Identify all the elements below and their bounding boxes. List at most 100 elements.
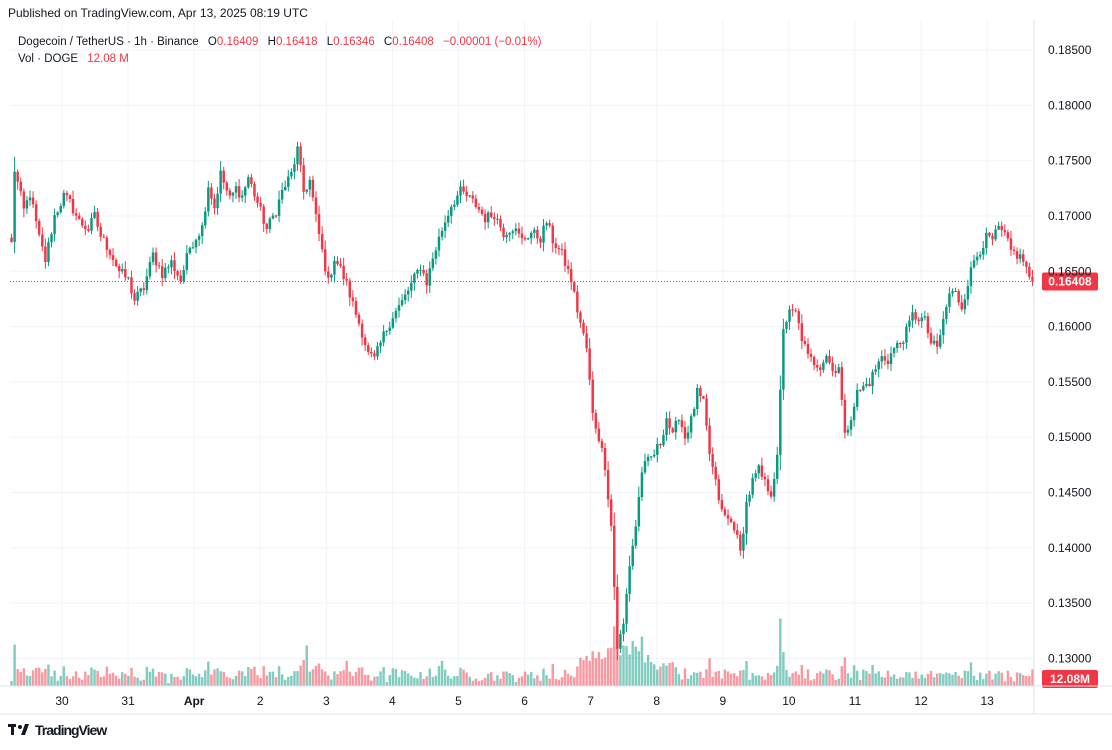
candle[interactable] <box>585 325 588 353</box>
candle[interactable] <box>216 187 219 215</box>
candle[interactable] <box>382 324 385 347</box>
candle[interactable] <box>960 294 963 312</box>
candle[interactable] <box>296 141 299 171</box>
candle[interactable] <box>345 273 348 286</box>
candle[interactable] <box>351 290 355 307</box>
candle[interactable] <box>406 286 410 302</box>
candle[interactable] <box>253 181 256 201</box>
candle[interactable] <box>828 349 831 365</box>
candle[interactable] <box>819 364 822 377</box>
candle[interactable] <box>656 437 659 463</box>
candle[interactable] <box>502 223 505 241</box>
candle[interactable] <box>732 520 736 534</box>
candle[interactable] <box>609 494 613 532</box>
candle[interactable] <box>471 191 475 204</box>
candle[interactable] <box>923 310 927 321</box>
price-axis[interactable]: 0.18500 0.18000 0.17500 0.17000 0.16500 0.160… <box>1033 20 1092 714</box>
candle[interactable] <box>354 297 358 318</box>
candle[interactable] <box>766 474 770 496</box>
candle[interactable] <box>416 268 419 279</box>
candle[interactable] <box>56 211 59 218</box>
candle[interactable] <box>342 257 345 286</box>
candle[interactable] <box>855 383 859 411</box>
candle[interactable] <box>124 261 127 281</box>
candle[interactable] <box>244 185 247 203</box>
candle[interactable] <box>978 251 982 260</box>
candle[interactable] <box>1025 260 1028 274</box>
candle[interactable] <box>729 516 733 524</box>
candle[interactable] <box>47 237 50 267</box>
candle[interactable] <box>994 224 997 242</box>
candle[interactable] <box>822 359 825 373</box>
candle[interactable] <box>945 304 948 325</box>
candle[interactable] <box>554 237 558 254</box>
candle[interactable] <box>357 312 361 327</box>
candle[interactable] <box>982 240 985 260</box>
candle[interactable] <box>200 222 204 245</box>
candle[interactable] <box>643 453 647 475</box>
candle[interactable] <box>862 381 865 392</box>
candle[interactable] <box>908 315 911 333</box>
candle[interactable] <box>723 506 727 517</box>
candle[interactable] <box>121 263 124 274</box>
candle[interactable] <box>105 235 109 258</box>
candle[interactable] <box>859 389 862 393</box>
candle[interactable] <box>677 418 681 425</box>
candle[interactable] <box>188 246 192 255</box>
price-candles[interactable] <box>10 141 1034 661</box>
candle[interactable] <box>456 190 459 208</box>
candle[interactable] <box>210 183 213 205</box>
candle[interactable] <box>837 363 840 374</box>
candle[interactable] <box>659 443 662 449</box>
candle[interactable] <box>486 210 490 229</box>
candle[interactable] <box>533 227 536 239</box>
candle[interactable] <box>127 276 130 280</box>
candle[interactable] <box>646 453 650 467</box>
candle[interactable] <box>225 180 229 196</box>
candle[interactable] <box>327 266 330 284</box>
candle[interactable] <box>772 472 776 502</box>
candle[interactable] <box>422 264 425 277</box>
candle[interactable] <box>536 226 539 245</box>
candle[interactable] <box>511 229 515 240</box>
candle[interactable] <box>299 142 302 173</box>
candle[interactable] <box>831 356 834 377</box>
candle[interactable] <box>84 220 87 236</box>
candle[interactable] <box>213 193 216 215</box>
candle[interactable] <box>803 336 807 346</box>
candle[interactable] <box>972 254 976 269</box>
candle[interactable] <box>668 411 671 435</box>
candle[interactable] <box>114 257 118 268</box>
candle[interactable] <box>628 555 631 602</box>
candle[interactable] <box>652 449 656 458</box>
candle[interactable] <box>499 215 502 232</box>
tradingview-footer[interactable]: TradingView <box>8 722 107 738</box>
candle[interactable] <box>880 350 884 369</box>
candle[interactable] <box>173 252 176 280</box>
candle[interactable] <box>785 320 788 334</box>
candle[interactable] <box>736 523 739 539</box>
candle[interactable] <box>431 252 435 272</box>
candle[interactable] <box>776 446 779 484</box>
candle[interactable] <box>843 393 847 439</box>
candle[interactable] <box>13 156 16 254</box>
candle[interactable] <box>834 364 837 378</box>
candle[interactable] <box>582 319 585 336</box>
candle[interactable] <box>28 190 32 206</box>
candle[interactable] <box>757 463 761 479</box>
candle[interactable] <box>797 308 800 331</box>
candle[interactable] <box>711 447 714 475</box>
candle[interactable] <box>391 312 395 330</box>
candle[interactable] <box>68 194 72 203</box>
candle[interactable] <box>96 207 99 232</box>
candle[interactable] <box>419 264 422 276</box>
candle[interactable] <box>929 327 933 346</box>
candle[interactable] <box>800 314 804 350</box>
candle[interactable] <box>791 303 794 317</box>
candle[interactable] <box>603 443 607 477</box>
candle[interactable] <box>133 288 136 306</box>
candle[interactable] <box>268 216 272 234</box>
candle[interactable] <box>689 413 693 439</box>
candle[interactable] <box>410 275 413 298</box>
candle[interactable] <box>566 259 570 275</box>
